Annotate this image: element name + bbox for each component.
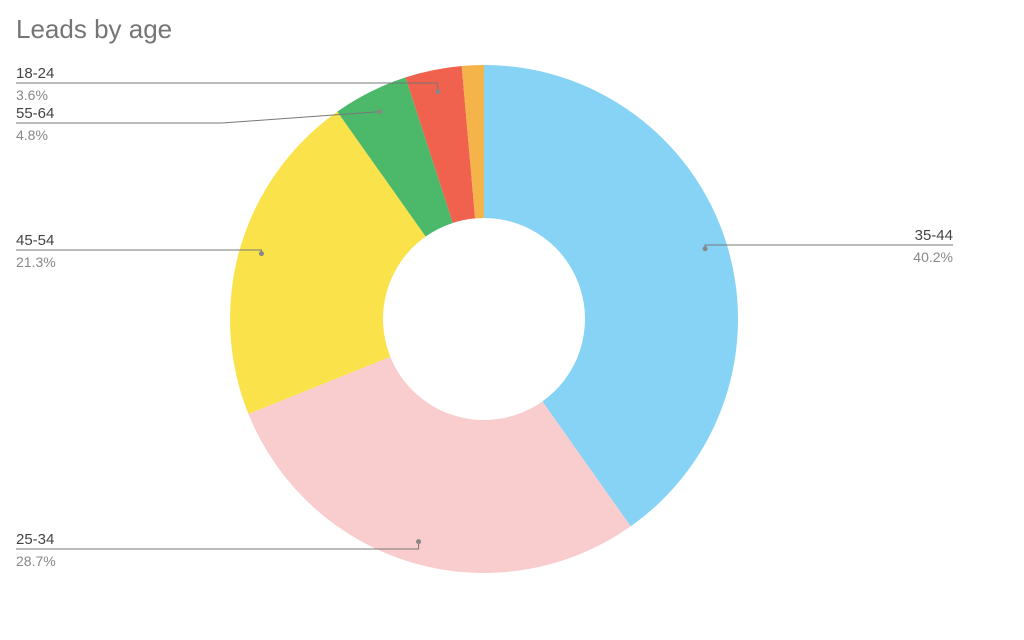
- leader-line: [16, 82, 439, 92]
- slice-label: 45-54: [16, 232, 54, 249]
- leader-dot: [435, 89, 441, 95]
- donut-slice: [337, 77, 453, 237]
- slice-value: 40.2%: [913, 249, 953, 265]
- leader-line: [16, 541, 420, 550]
- donut-slice: [461, 65, 484, 219]
- slice-value: 3.6%: [16, 87, 48, 103]
- leader-dot: [258, 251, 264, 257]
- donut-slice: [248, 356, 631, 573]
- donut-slice: [230, 111, 426, 414]
- donut-slice: [405, 65, 476, 223]
- leader-dot: [377, 109, 383, 115]
- leader-line: [16, 111, 381, 124]
- slice-label: 35-44: [915, 227, 953, 244]
- slice-value: 4.8%: [16, 127, 48, 143]
- leader-dot: [702, 246, 708, 252]
- donut-slice: [484, 65, 738, 527]
- chart-title: Leads by age: [16, 14, 172, 44]
- slice-value: 21.3%: [16, 254, 56, 270]
- slice-label: 18-24: [16, 65, 54, 82]
- slice-label: 25-34: [16, 531, 54, 548]
- leader-dot: [416, 539, 422, 545]
- slice-value: 28.7%: [16, 553, 56, 569]
- slice-label: 55-64: [16, 105, 54, 122]
